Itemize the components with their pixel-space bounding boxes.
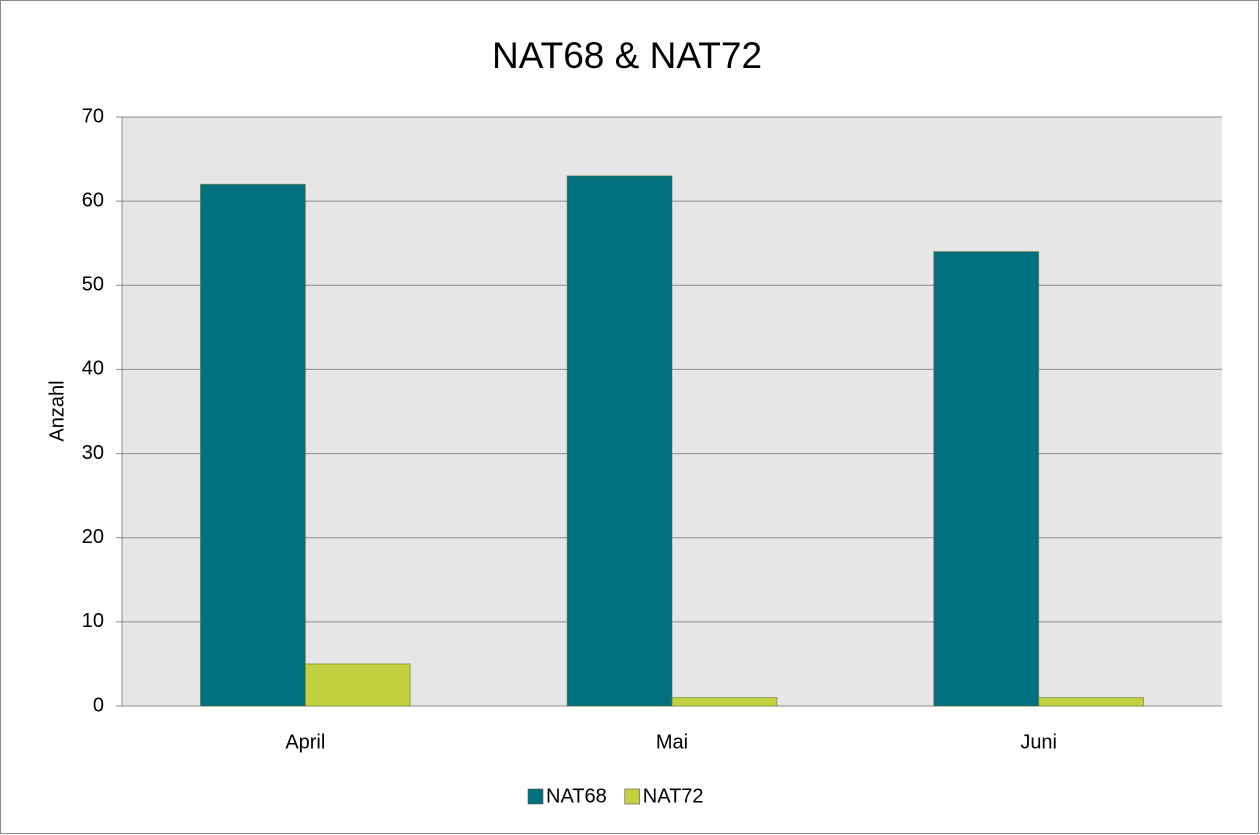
- bar: [1038, 697, 1145, 707]
- y-tick-label: 30: [82, 442, 104, 464]
- x-tick-label: April: [285, 731, 325, 753]
- y-tick-label: 70: [82, 105, 104, 127]
- bar: [199, 183, 306, 707]
- y-tick-label: 40: [82, 358, 104, 380]
- chart-title: NAT68 & NAT72: [492, 35, 762, 76]
- bar: [304, 663, 411, 707]
- y-tick-label: 10: [82, 610, 104, 632]
- y-tick-label: 20: [82, 526, 104, 548]
- legend-label: NAT68: [546, 785, 607, 807]
- y-tick-label: 50: [82, 274, 104, 296]
- y-axis-label: Anzahl: [46, 380, 68, 441]
- legend-label: NAT72: [643, 785, 704, 807]
- y-tick-label: 0: [93, 694, 104, 716]
- legend-swatch: [624, 788, 641, 805]
- legend-swatch: [527, 788, 544, 805]
- bar: [933, 251, 1040, 707]
- y-tick-label: 60: [82, 189, 104, 211]
- x-tick-label: Mai: [656, 731, 688, 753]
- x-tick-label: Juni: [1020, 731, 1057, 753]
- bar: [566, 175, 673, 707]
- bar: [671, 697, 778, 707]
